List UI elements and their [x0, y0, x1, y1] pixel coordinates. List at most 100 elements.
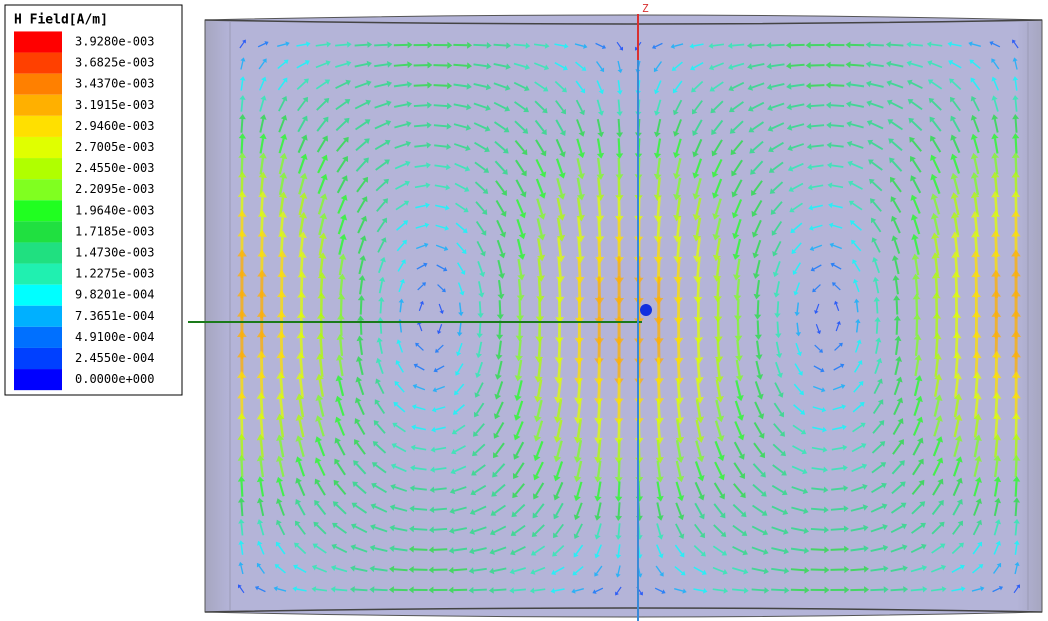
field-arrow-head [848, 200, 855, 206]
field-arrow [951, 544, 962, 555]
field-arrow-head [951, 271, 961, 278]
field-arrow [493, 43, 507, 47]
field-arrow [993, 523, 999, 536]
field-arrow-head [911, 253, 920, 260]
field-arrow [458, 302, 462, 313]
field-arrow [438, 323, 443, 332]
field-arrow-head [238, 152, 247, 159]
field-arrow-head [690, 65, 696, 71]
field-arrow [752, 160, 764, 172]
field-arrow [355, 140, 367, 152]
field-arrow-head [599, 67, 605, 73]
field-arrow-head [1011, 190, 1021, 198]
field-arrow-head [311, 586, 317, 593]
field-arrow-head [450, 468, 456, 475]
field-arrow [934, 278, 939, 297]
field-arrow-head [277, 270, 287, 278]
field-arrow [355, 483, 367, 495]
field-arrow [498, 300, 502, 315]
field-arrow [912, 441, 922, 456]
field-arrow [417, 344, 424, 351]
field-arrow-head [910, 214, 919, 221]
field-arrow [871, 181, 883, 192]
field-arrow-head [733, 274, 741, 281]
field-arrow-head [799, 409, 806, 415]
field-arrow [259, 118, 265, 133]
field-arrow-head [616, 111, 623, 117]
field-arrow-head [276, 413, 285, 421]
field-arrow-head [1011, 371, 1021, 378]
field-arrow-head [1011, 249, 1021, 257]
field-arrow [712, 43, 725, 47]
field-arrow [834, 344, 841, 351]
field-arrow-head [316, 312, 326, 319]
field-arrow-head [864, 586, 870, 594]
field-arrow [930, 43, 943, 47]
field-arrow [775, 341, 780, 354]
field-arrow [734, 421, 743, 436]
field-arrow [297, 100, 306, 112]
field-arrow-head [766, 62, 772, 70]
field-arrow-head [409, 505, 415, 512]
field-arrow [791, 103, 805, 108]
field-arrow-head [493, 452, 499, 459]
field-arrow-head [338, 273, 346, 280]
field-arrow [278, 502, 285, 516]
field-arrow-head [723, 587, 729, 594]
field-arrow-head [375, 378, 381, 385]
field-arrow-head [806, 143, 812, 150]
field-arrow-head [560, 108, 566, 115]
field-arrow [914, 359, 920, 377]
field-arrow-head [843, 485, 849, 492]
field-arrow [394, 123, 408, 129]
field-arrow-head [876, 357, 883, 364]
field-arrow [913, 218, 921, 235]
field-arrow [279, 197, 285, 216]
field-arrow [576, 398, 582, 418]
field-arrow-head [823, 486, 829, 493]
field-arrow [375, 443, 387, 454]
field-arrow [693, 544, 704, 555]
field-arrow-head [388, 586, 394, 594]
field-arrow [335, 43, 348, 47]
field-arrow-head [991, 58, 996, 64]
field-arrow [872, 221, 882, 233]
field-arrow [993, 460, 999, 478]
field-arrow [438, 303, 443, 312]
field-arrow-head [237, 454, 246, 461]
field-arrow [855, 302, 859, 313]
field-arrow [453, 527, 467, 532]
field-arrow-head [921, 564, 928, 572]
field-arrow-head [783, 547, 790, 555]
field-arrow-head [256, 455, 265, 462]
field-arrow-head [716, 435, 725, 442]
field-arrow-head [256, 350, 267, 358]
field-arrow-head [816, 330, 822, 335]
field-arrow-head [404, 180, 410, 187]
field-arrow-head [776, 372, 783, 379]
field-arrow-head [824, 546, 830, 554]
field-arrow-head [673, 109, 679, 116]
field-arrow [534, 62, 546, 69]
field-arrow-head [888, 138, 895, 145]
field-arrow-head [931, 252, 940, 259]
field-arrow [277, 566, 286, 574]
field-arrow [952, 502, 961, 516]
field-arrow-head [798, 390, 804, 396]
field-arrow [617, 177, 621, 196]
field-arrow [1013, 586, 1019, 594]
field-arrow [414, 446, 427, 451]
field-arrow [415, 224, 426, 229]
field-arrow-head [865, 41, 871, 49]
field-arrow [654, 587, 663, 593]
field-arrow-head [471, 470, 477, 476]
field-arrow [577, 357, 582, 379]
field-arrow [278, 460, 285, 477]
field-arrow [854, 262, 861, 272]
field-arrow-head [845, 81, 852, 88]
field-arrow-head [635, 46, 639, 51]
field-arrow [655, 565, 662, 574]
field-arrow [792, 445, 804, 453]
field-arrow-head [524, 63, 531, 71]
field-arrow [890, 121, 903, 131]
